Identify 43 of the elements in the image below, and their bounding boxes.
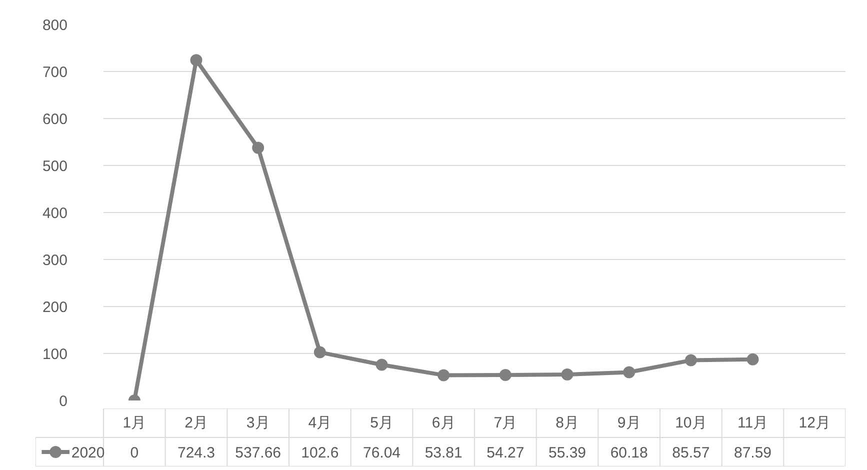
point <box>684 354 697 366</box>
point <box>561 368 574 380</box>
x-tick-label: 2月 <box>184 414 208 432</box>
x-tick-label: 3月 <box>246 414 270 432</box>
x-tick-label: 9月 <box>617 414 641 432</box>
legend-label: 2020 <box>71 444 105 462</box>
y-tick-label: 700 <box>42 64 68 81</box>
x-tick-label: 1月 <box>122 414 146 432</box>
x-tick-label: 5月 <box>370 414 394 432</box>
x-tick-label: 4月 <box>308 414 332 432</box>
data-label: 53.81 <box>424 444 462 462</box>
data-label: 54.27 <box>486 444 524 462</box>
data-label: 60.18 <box>610 444 648 462</box>
y-tick-label: 0 <box>59 393 68 410</box>
point <box>623 366 636 378</box>
x-tick-label: 12月 <box>798 414 830 432</box>
data-label: 87.59 <box>734 444 772 462</box>
data-label: 537.66 <box>235 444 282 462</box>
y-tick-label: 600 <box>42 111 68 128</box>
point <box>438 369 450 382</box>
y-tick-label: 300 <box>42 252 68 269</box>
point <box>376 358 388 371</box>
data-label: 724.3 <box>177 444 216 462</box>
x-tick-label: 7月 <box>494 414 518 432</box>
y-tick-label: 100 <box>42 346 68 363</box>
data-label: 85.57 <box>672 444 710 462</box>
y-tick-label: 400 <box>42 205 68 222</box>
point <box>314 346 326 358</box>
point <box>746 353 759 366</box>
x-tick-label: 10月 <box>675 414 707 432</box>
x-tick-label: 11月 <box>737 414 768 432</box>
y-tick-label: 200 <box>42 299 68 316</box>
data-label: 0 <box>130 444 139 462</box>
data-label: 76.04 <box>362 444 401 462</box>
point <box>190 54 202 66</box>
point <box>252 142 264 154</box>
y-tick-label: 800 <box>42 17 68 34</box>
data-label: 55.39 <box>548 444 586 462</box>
point <box>499 369 512 381</box>
data-label: 102.6 <box>301 444 339 462</box>
y-tick-label: 500 <box>42 158 68 175</box>
x-tick-label: 8月 <box>556 414 579 432</box>
x-tick-label: 6月 <box>432 414 456 432</box>
